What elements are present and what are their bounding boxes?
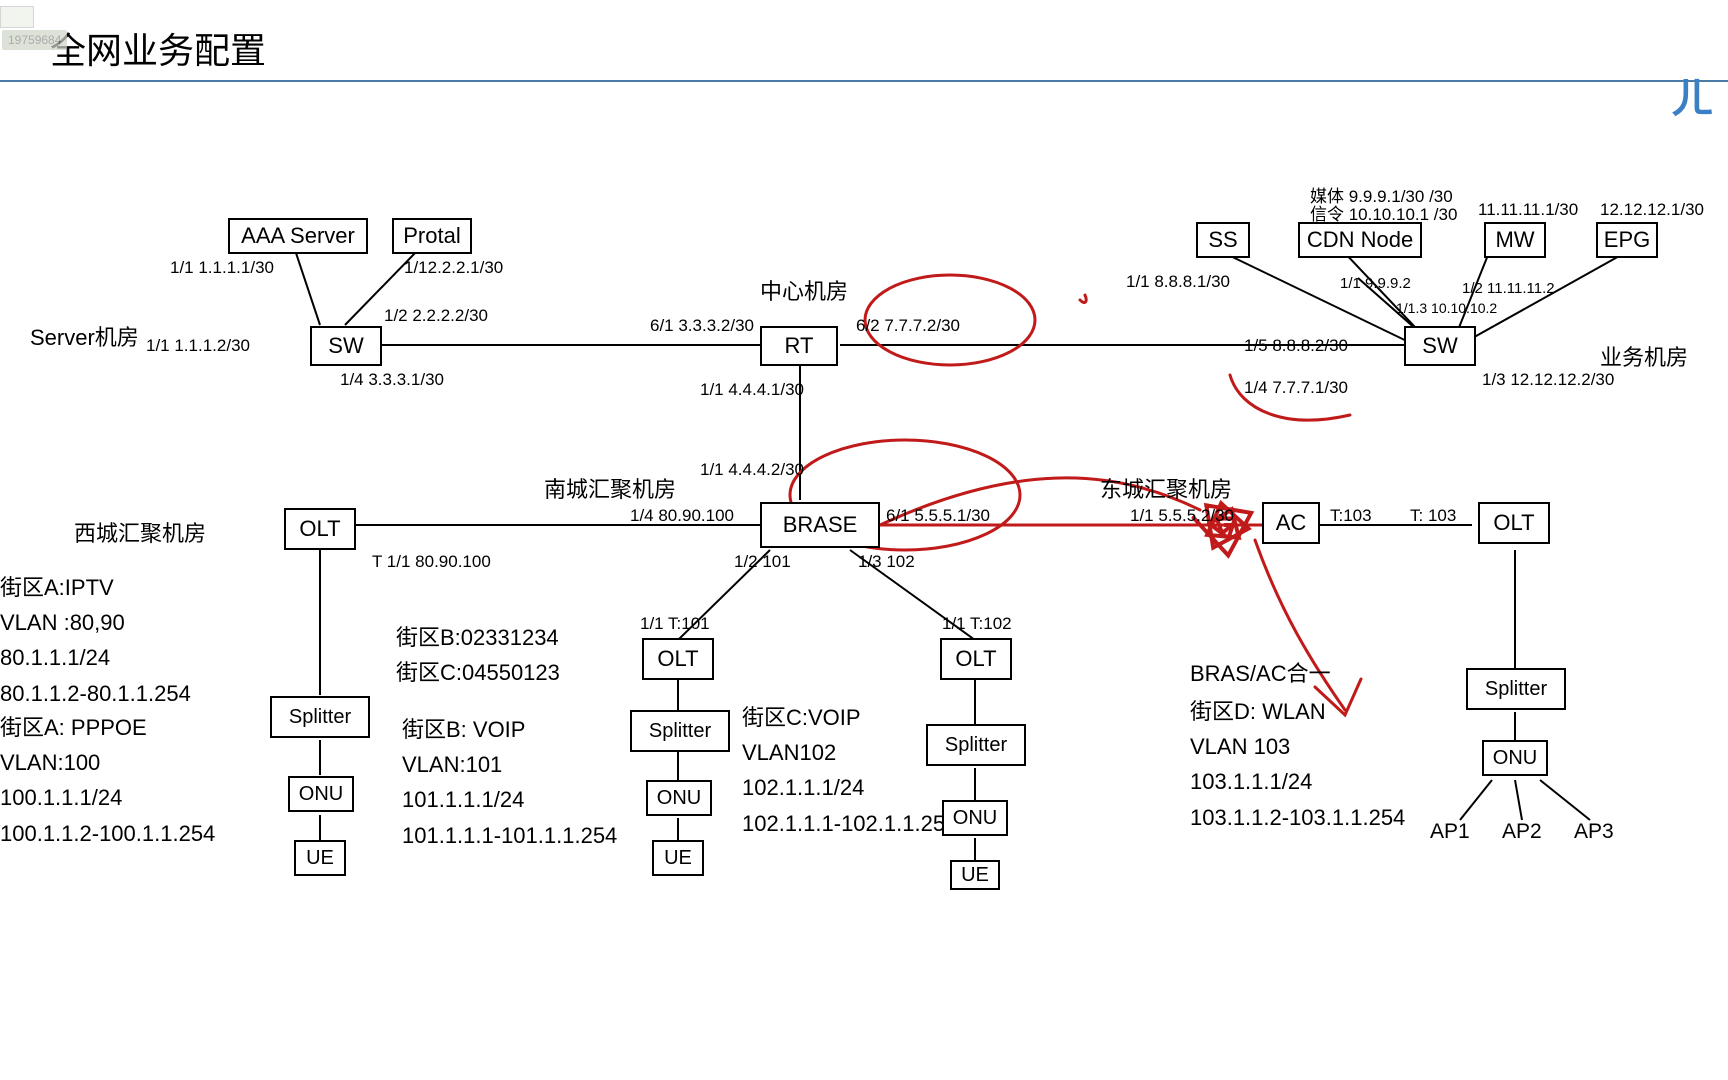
node-ap3: AP3 [1574, 820, 1614, 844]
port-swl-11: 1/1 1.1.1.2/30 [146, 336, 250, 356]
region-center: 中心机房 [760, 274, 848, 306]
port-swr-14: 1/4 7.7.7.1/30 [1244, 378, 1348, 398]
region-server: Server机房 [30, 320, 139, 352]
node-cdn: CDN Node [1298, 222, 1422, 258]
node-sw-left: SW [310, 326, 382, 366]
logo-icon: ㄦ [1671, 65, 1713, 126]
port-cdn-link: 1/1 9.9.9.2 [1340, 275, 1411, 292]
port-mw-down: 1/2 11.11.11.2 [1462, 280, 1555, 297]
region-west: 西城汇聚机房 [74, 516, 206, 548]
node-ac: AC [1262, 502, 1320, 544]
node-ue-c: UE [950, 860, 1000, 890]
node-onu-w: ONU [288, 776, 354, 812]
node-onu-b: ONU [646, 780, 712, 816]
text-wlan: 街区D: WLANVLAN 103103.1.1.1/24103.1.1.2-1… [1190, 694, 1405, 835]
node-splitter-c: Splitter [926, 724, 1026, 766]
node-sw-right: SW [1404, 326, 1476, 366]
port-oltw-t: T 1/1 80.90.100 [372, 552, 491, 572]
text-voip-b: 街区B: VOIPVLAN:101101.1.1.1/24101.1.1.1-1… [402, 712, 617, 853]
region-service: 业务机房 [1600, 340, 1688, 372]
port-oltc-t: 1/1 T:102 [942, 614, 1012, 634]
port-brase-13: 1/3 102 [858, 552, 915, 572]
node-aaa: AAA Server [228, 218, 368, 254]
port-rt-61: 6/1 3.3.3.2/30 [650, 316, 754, 336]
region-east: 东城汇聚机房 [1100, 472, 1232, 504]
node-splitter-e: Splitter [1466, 668, 1566, 710]
node-onu-c: ONU [942, 800, 1008, 836]
port-ac-t103: T:103 [1330, 506, 1372, 526]
port-aaa: 1/1 1.1.1.1/30 [170, 258, 274, 278]
port-olte-t103: T: 103 [1410, 506, 1456, 526]
node-olt-b: OLT [642, 638, 714, 680]
node-epg: EPG [1596, 222, 1658, 258]
node-portal: Protal [392, 218, 472, 254]
network-diagram: Server机房 中心机房 业务机房 西城汇聚机房 南城汇聚机房 东城汇聚机房 … [0, 120, 1728, 980]
watermark-box [0, 6, 34, 28]
title-underline [0, 80, 1728, 82]
watermark-id: 19759684 [2, 30, 67, 50]
node-splitter-b: Splitter [630, 710, 730, 752]
text-voip-c: 街区C:VOIPVLAN102102.1.1.1/24102.1.1.1-102… [742, 700, 957, 841]
port-ac-11: 1/1 5.5.5.2/30 [1130, 506, 1234, 526]
port-epg-up: 12.12.12.1/30 [1600, 200, 1704, 220]
port-swl-12: 1/2 2.2.2.2/30 [384, 306, 488, 326]
port-brase-14: 1/4 80.90.100 [630, 506, 734, 526]
node-onu-e: ONU [1482, 740, 1548, 776]
node-ue-b: UE [652, 840, 704, 876]
port-brase-up: 1/1 4.4.4.2/30 [700, 460, 804, 480]
node-rt: RT [760, 326, 838, 366]
port-mw-up: 11.11.11.1/30 [1478, 200, 1578, 220]
text-bc-header: 街区B:02331234街区C:04550123 [396, 620, 560, 690]
node-splitter-w: Splitter [270, 696, 370, 738]
node-brase: BRASE [760, 502, 880, 548]
node-olt-e: OLT [1478, 502, 1550, 544]
port-portal: 1/12.2.2.1/30 [404, 258, 503, 278]
port-swr-13: 1/3 12.12.12.2/30 [1482, 370, 1614, 390]
port-oltb-t: 1/1 T:101 [640, 614, 710, 634]
port-rt-62: 6/2 7.7.7.2/30 [856, 316, 960, 336]
port-swr-113: 1/1.3 10.10.10.2 [1396, 300, 1497, 316]
node-mw: MW [1484, 222, 1546, 258]
port-swr-15: 1/5 8.8.8.2/30 [1244, 336, 1348, 356]
text-pppoe: 街区A: PPPOEVLAN:100100.1.1.1/24100.1.1.2-… [0, 710, 215, 851]
node-olt-w: OLT [284, 508, 356, 550]
port-brase-61: 6/1 5.5.5.1/30 [886, 506, 990, 526]
page-title: 全网业务配置 [50, 22, 266, 74]
text-bras-ac: BRAS/AC合一 [1190, 656, 1331, 691]
node-ss: SS [1196, 222, 1250, 258]
node-ue-w: UE [294, 840, 346, 876]
port-ss: 1/1 8.8.8.1/30 [1126, 272, 1230, 292]
port-brase-12: 1/2 101 [734, 552, 791, 572]
node-ap1: AP1 [1430, 820, 1470, 844]
port-rt-11: 1/1 4.4.4.1/30 [700, 380, 804, 400]
node-olt-c: OLT [940, 638, 1012, 680]
node-ap2: AP2 [1502, 820, 1542, 844]
region-south: 南城汇聚机房 [544, 472, 676, 504]
port-swl-14: 1/4 3.3.3.1/30 [340, 370, 444, 390]
text-iptv: 街区A:IPTVVLAN :80,9080.1.1.1/2480.1.1.2-8… [0, 570, 191, 711]
